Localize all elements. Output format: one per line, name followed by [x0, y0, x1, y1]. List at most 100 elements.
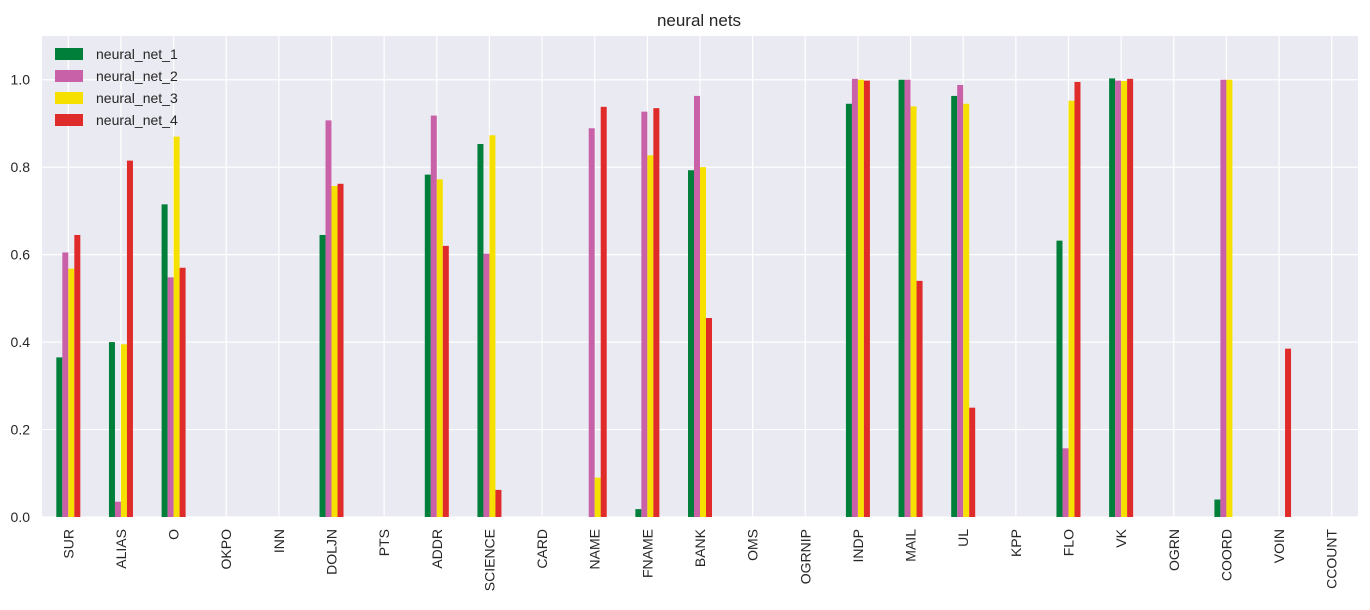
x-tick-label: OKPO: [218, 529, 234, 570]
x-tick-label: UL: [955, 529, 971, 547]
bar-neural_net_2-DOLJN: [325, 120, 332, 517]
x-tick-label: FNAME: [639, 529, 655, 578]
bar-neural_net_1-COORD: [1214, 499, 1221, 517]
bar-neural_net_3-ALIAS: [120, 344, 127, 517]
bar-neural_net_3-FLO: [1068, 100, 1075, 517]
bar-neural_net_4-SCIENCE: [495, 489, 502, 517]
y-axis: 0.0 0.2 0.4 0.6 0.8 1.0: [11, 72, 31, 525]
x-tick-label: O: [166, 529, 182, 540]
bar-neural_net_3-ADDR: [436, 179, 443, 517]
y-tick-label: 0.4: [11, 334, 31, 350]
bar-neural_net_1-FLO: [1056, 240, 1063, 518]
bar-neural_net_4-ADDR: [442, 245, 449, 517]
x-tick-label: ALIAS: [113, 529, 129, 569]
chart-title: neural nets: [657, 11, 741, 30]
bar-neural_net_3-SCIENCE: [489, 135, 496, 517]
y-tick-label: 0.0: [11, 509, 31, 525]
legend-swatch: [55, 70, 83, 82]
bar-neural_net_4-VK: [1127, 78, 1134, 518]
bar-neural_net_3-NAME: [594, 477, 601, 517]
bar-neural_net_1-ALIAS: [108, 342, 115, 517]
bar-neural_net_4-FNAME: [653, 108, 660, 518]
x-tick-label: ADDR: [429, 529, 445, 569]
bar-neural_net_3-O: [173, 136, 180, 517]
legend-label: neural_net_2: [96, 68, 178, 84]
bar-neural_net_4-DOLJN: [337, 183, 344, 517]
y-tick-label: 0.6: [11, 247, 31, 263]
legend-label: neural_net_4: [96, 112, 178, 128]
x-tick-label: NAME: [587, 529, 603, 569]
x-tick-label: OMS: [745, 529, 761, 561]
x-tick-label: CCOUNT: [1324, 529, 1340, 589]
legend-swatch: [55, 48, 83, 60]
bar-neural_net_4-NAME: [600, 106, 607, 517]
bar-neural_net_2-INDP: [851, 78, 858, 518]
x-tick-label: INDP: [850, 529, 866, 562]
legend: neural_net_1 neural_net_2 neural_net_3neur…: [55, 46, 178, 128]
bars-group: [56, 78, 1292, 518]
bar-neural_net_4-ALIAS: [126, 160, 133, 517]
bar-neural_net_4-INDP: [863, 80, 870, 518]
bar-neural_net_2-ALIAS: [114, 501, 121, 517]
bar-neural_net_2-SCIENCE: [483, 253, 490, 517]
bar-neural_net_2-MAIL: [904, 79, 911, 518]
bar-neural_net_3-MAIL: [910, 106, 917, 517]
legend-swatch: [55, 92, 83, 104]
bar-neural_net_2-FNAME: [641, 111, 648, 517]
bar-neural_net_4-O: [179, 267, 186, 517]
x-tick-label: INN: [271, 529, 287, 553]
bar-neural_net_1-FNAME: [635, 509, 642, 517]
x-tick-label: VOIN: [1271, 529, 1287, 563]
bar-neural_net_4-FLO: [1074, 81, 1081, 517]
legend-label: neural_net_1: [96, 46, 178, 62]
bar-neural_net_1-DOLJN: [319, 234, 326, 517]
bar-neural_net_4-BANK: [706, 318, 712, 517]
bar-neural_net_2-BANK: [694, 95, 700, 517]
bar-neural_net_2-COORD: [1220, 79, 1227, 518]
bar-neural_net_2-UL: [957, 84, 964, 517]
bar-neural_net_3-COORD: [1226, 79, 1233, 518]
x-tick-label: PTS: [376, 529, 392, 556]
x-tick-label: OGRNIP: [797, 529, 813, 584]
x-tick-label: FLO: [1060, 529, 1076, 556]
bar-neural_net_1-SCIENCE: [477, 144, 484, 518]
bar-neural_net_3-BANK: [700, 167, 706, 517]
legend-swatch: [55, 114, 83, 126]
bar-neural_net_2-VK: [1115, 80, 1122, 518]
x-tick-label: SCIENCE: [481, 529, 497, 591]
bar-neural_net_1-VK: [1109, 78, 1116, 517]
bar-neural_net_1-BANK: [688, 170, 694, 517]
x-tick-label: VK: [1113, 528, 1129, 547]
x-tick-label: CARD: [534, 529, 550, 569]
bar-neural_net_1-ADDR: [424, 174, 431, 517]
bar-neural_net_4-MAIL: [916, 280, 923, 517]
bar-neural_net_3-FNAME: [647, 155, 654, 517]
x-tick-label: SUR: [60, 529, 76, 559]
bar-neural_net_3-DOLJN: [331, 185, 338, 517]
x-tick-label: BANK: [692, 528, 708, 567]
bar-neural_net_1-INDP: [845, 103, 852, 517]
y-tick-label: 0.2: [11, 422, 31, 438]
x-tick-label: COORD: [1218, 529, 1234, 581]
bar-neural_net_1-UL: [951, 95, 958, 517]
bar-neural_net_2-O: [167, 277, 174, 517]
bar-neural_net_1-O: [161, 204, 168, 517]
bar-neural_net_2-NAME: [588, 128, 595, 518]
bar-neural_net_2-FLO: [1062, 448, 1069, 517]
y-tick-label: 0.8: [11, 159, 31, 175]
y-tick-label: 1.0: [11, 72, 31, 88]
x-tick-label: DOLJN: [324, 529, 340, 575]
bar-neural_net_2-SUR: [62, 252, 69, 517]
x-tick-label: KPP: [1008, 529, 1024, 557]
bar-neural_net_2-ADDR: [430, 115, 437, 518]
bar-neural_net_3-SUR: [68, 268, 75, 517]
legend-label: neural_net_3: [96, 90, 178, 106]
bar-neural_net_4-VOIN: [1285, 348, 1292, 517]
x-tick-label: MAIL: [903, 529, 919, 562]
bar-neural_net_3-INDP: [857, 79, 864, 518]
bar-neural_net_1-MAIL: [898, 79, 905, 518]
bar-neural_net_3-VK: [1121, 81, 1128, 517]
x-tick-label: OGRN: [1166, 529, 1182, 571]
